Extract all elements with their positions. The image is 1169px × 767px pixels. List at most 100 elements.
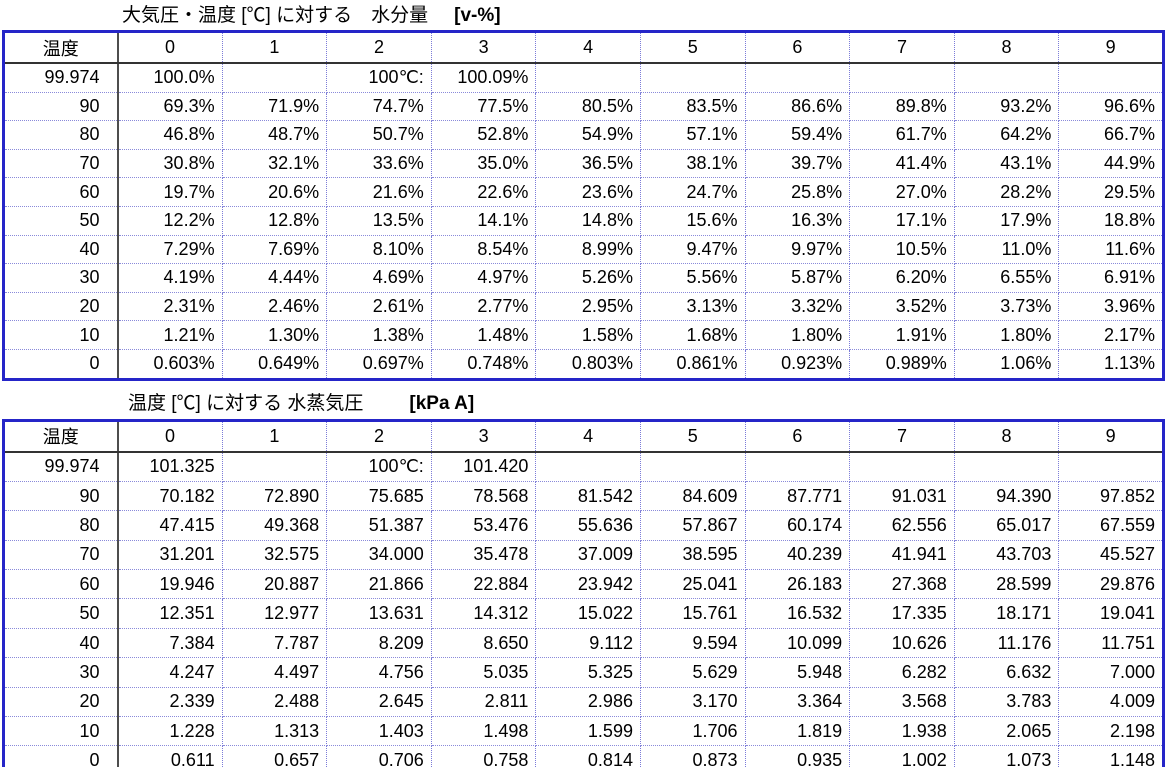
value-cell[interactable] [745, 63, 851, 93]
value-cell[interactable]: 28.599 [954, 569, 1060, 600]
value-cell[interactable]: 27.368 [849, 569, 955, 600]
value-cell[interactable]: 1.13% [1103, 353, 1155, 374]
value-cell[interactable]: 72.890 [222, 481, 328, 512]
value-cell[interactable]: 75.685 [326, 481, 432, 512]
value-cell[interactable]: 5.26% [535, 263, 641, 293]
value-cell[interactable]: 80.5% [535, 92, 641, 122]
value-cell[interactable]: 17.1% [849, 206, 955, 236]
value-cell[interactable]: 100℃: [326, 63, 432, 93]
column-header-cell[interactable]: 5 [640, 31, 746, 64]
value-cell[interactable]: 31.201 [117, 540, 223, 571]
value-cell[interactable]: 1.313 [222, 716, 328, 747]
value-cell[interactable]: 30.8% [117, 149, 223, 179]
row-label-cell[interactable]: 20 [3, 687, 119, 718]
column-header-cell[interactable]: 0 [117, 420, 223, 453]
value-cell[interactable] [640, 451, 746, 482]
value-cell[interactable]: 22.6% [431, 177, 537, 207]
value-cell[interactable]: 8.10% [326, 235, 432, 265]
value-cell[interactable]: 1.148 [1109, 750, 1155, 767]
value-cell[interactable]: 37.009 [535, 540, 641, 571]
value-cell[interactable]: 46.8% [117, 120, 223, 150]
value-cell[interactable]: 11.176 [954, 628, 1060, 659]
value-cell[interactable]: 101.325 [117, 451, 223, 482]
value-cell[interactable]: 0.697% [326, 349, 432, 380]
value-cell[interactable]: 14.8% [535, 206, 641, 236]
value-cell[interactable]: 100℃: [326, 451, 432, 482]
value-cell[interactable]: 6.20% [849, 263, 955, 293]
value-cell[interactable]: 15.022 [535, 598, 641, 629]
value-cell[interactable]: 4.69% [326, 263, 432, 293]
value-cell[interactable]: 0.935 [745, 745, 851, 767]
value-cell[interactable]: 20.887 [222, 569, 328, 600]
value-cell[interactable] [535, 451, 641, 482]
value-cell[interactable]: 13.631 [326, 598, 432, 629]
column-header-cell[interactable]: 8 [954, 420, 1060, 453]
value-cell[interactable]: 78.568 [431, 481, 537, 512]
row-label-cell[interactable]: 99.974 [3, 63, 119, 93]
value-cell[interactable]: 40.239 [745, 540, 851, 571]
value-cell[interactable]: 61.7% [849, 120, 955, 150]
value-cell[interactable]: 49.368 [222, 510, 328, 541]
value-cell[interactable]: 2.61% [326, 292, 432, 322]
value-cell[interactable]: 0.814 [535, 745, 641, 767]
value-cell[interactable]: 1.228 [117, 716, 223, 747]
value-cell[interactable]: 36.5% [535, 149, 641, 179]
row-label-cell[interactable]: 99.974 [3, 451, 119, 482]
value-cell[interactable]: 57.867 [640, 510, 746, 541]
value-cell[interactable]: 65.017 [954, 510, 1060, 541]
row-label-cell[interactable]: 60 [3, 177, 119, 207]
value-cell[interactable]: 2.488 [222, 687, 328, 718]
value-cell[interactable]: 0.873 [640, 745, 746, 767]
column-header-cell[interactable]: 6 [745, 31, 851, 64]
value-cell[interactable]: 35.478 [431, 540, 537, 571]
value-cell[interactable]: 1.06% [954, 349, 1060, 380]
value-cell[interactable]: 17.9% [954, 206, 1060, 236]
value-cell[interactable]: 48.7% [222, 120, 328, 150]
value-cell[interactable]: 1.002 [849, 745, 955, 767]
value-cell[interactable]: 83.5% [640, 92, 746, 122]
value-cell[interactable]: 32.1% [222, 149, 328, 179]
column-header-cell[interactable]: 3 [431, 31, 537, 64]
value-cell[interactable]: 1.58% [535, 320, 641, 350]
value-cell[interactable]: 0.923% [745, 349, 851, 380]
column-header-cell[interactable]: 9 [1058, 420, 1164, 453]
value-cell[interactable]: 54.9% [535, 120, 641, 150]
value-cell[interactable]: 0.803% [535, 349, 641, 380]
value-cell[interactable] [954, 451, 1060, 482]
value-cell[interactable]: 3.13% [640, 292, 746, 322]
value-cell[interactable]: 0.989% [849, 349, 955, 380]
row-label-cell[interactable]: 40 [3, 235, 119, 265]
value-cell[interactable]: 64.2% [954, 120, 1060, 150]
value-cell[interactable]: 3.170 [640, 687, 746, 718]
value-cell[interactable]: 5.948 [745, 657, 851, 688]
value-cell[interactable]: 12.8% [222, 206, 328, 236]
row-label-cell[interactable]: 70 [3, 540, 119, 571]
column-header-cell[interactable]: 1 [222, 31, 328, 64]
value-cell[interactable]: 91.031 [849, 481, 955, 512]
value-cell[interactable]: 6.91% [1058, 263, 1164, 293]
column-header-cell[interactable]: 6 [745, 420, 851, 453]
value-cell[interactable]: 2.95% [535, 292, 641, 322]
value-cell[interactable]: 34.000 [326, 540, 432, 571]
value-cell[interactable]: 21.866 [326, 569, 432, 600]
value-cell[interactable]: 1.073 [954, 745, 1060, 767]
value-cell[interactable]: 1.599 [535, 716, 641, 747]
value-cell[interactable]: 43.703 [954, 540, 1060, 571]
value-cell[interactable]: 55.636 [535, 510, 641, 541]
value-cell[interactable]: 25.8% [745, 177, 851, 207]
value-cell[interactable]: 1.21% [117, 320, 223, 350]
value-cell[interactable]: 94.390 [954, 481, 1060, 512]
value-cell[interactable]: 101.420 [431, 451, 537, 482]
value-cell[interactable]: 9.594 [640, 628, 746, 659]
value-cell[interactable]: 77.5% [431, 92, 537, 122]
value-cell[interactable]: 10.626 [849, 628, 955, 659]
value-cell[interactable]: 2.339 [117, 687, 223, 718]
value-cell[interactable]: 43.1% [954, 149, 1060, 179]
value-cell[interactable]: 2.811 [431, 687, 537, 718]
value-cell[interactable]: 59.4% [745, 120, 851, 150]
value-cell[interactable]: 15.6% [640, 206, 746, 236]
value-cell[interactable]: 21.6% [326, 177, 432, 207]
value-cell[interactable]: 71.9% [222, 92, 328, 122]
row-label-cell[interactable]: 30 [3, 263, 119, 293]
value-cell[interactable] [222, 63, 328, 93]
